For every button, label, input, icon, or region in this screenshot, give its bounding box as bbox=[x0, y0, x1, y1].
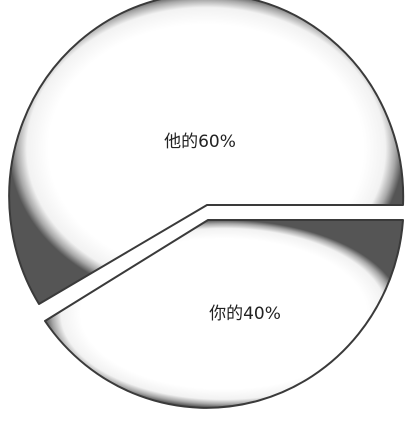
slice-label-yours: 你的40% bbox=[209, 304, 281, 324]
slice-label-his: 他的60% bbox=[164, 132, 236, 152]
pie-slice-his bbox=[8, 0, 405, 305]
pie-slice-yours bbox=[44, 219, 404, 409]
